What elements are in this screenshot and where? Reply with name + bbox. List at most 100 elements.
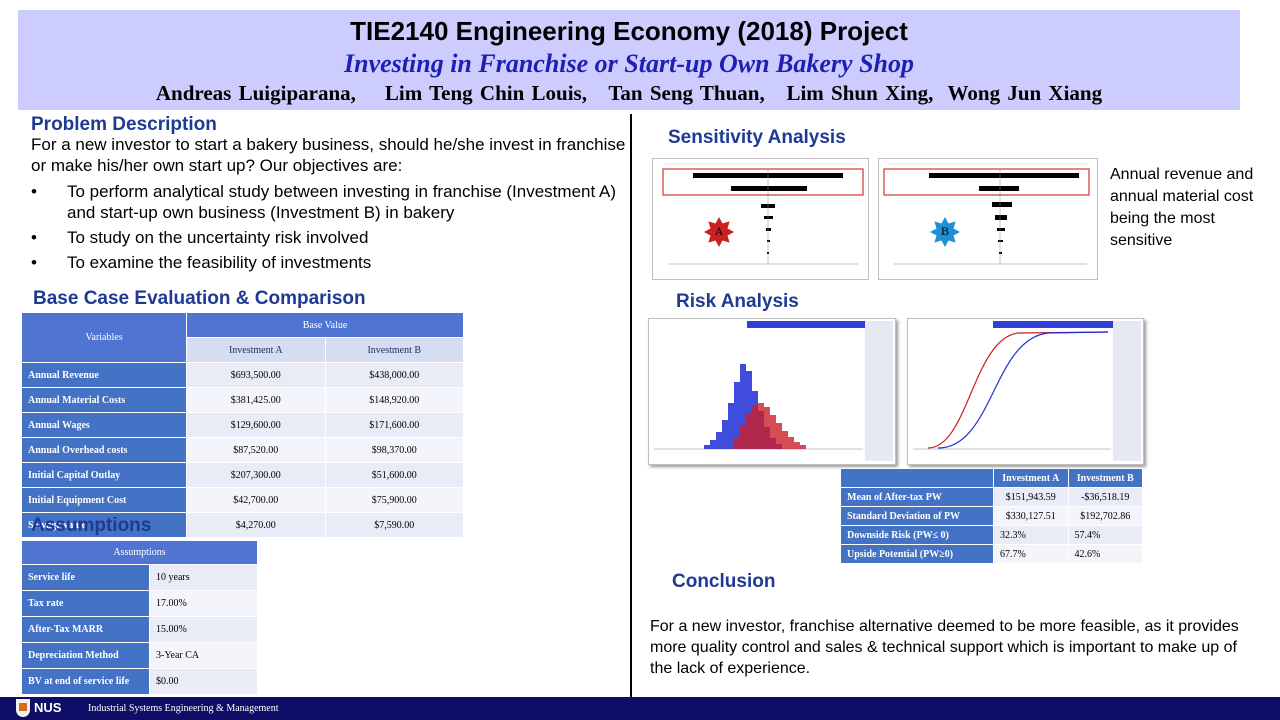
col-investment-b: Investment B: [1067, 468, 1143, 488]
col-variables: Variables: [21, 312, 187, 363]
row-label: Upside Potential (PW≥0): [840, 544, 994, 564]
poster-subtitle: Investing in Franchise or Start-up Own B…: [344, 49, 914, 78]
cell-a: $42,700.00: [186, 487, 326, 513]
cell-b: $7,590.00: [324, 512, 464, 538]
row-label: Mean of After-tax PW: [840, 487, 994, 507]
row-label: Standard Deviation of PW: [840, 506, 994, 526]
row-label: Service life: [21, 564, 150, 591]
cell-b: 57.4%: [1067, 525, 1143, 545]
table-row: After-Tax MARR 15.00%: [21, 616, 258, 643]
table-row: Initial Capital Outlay $207,300.00 $51,6…: [21, 462, 464, 488]
cell-b: -$36,518.19: [1067, 487, 1143, 507]
table-row: BV at end of service life $0.00: [21, 668, 258, 695]
row-label: After-Tax MARR: [21, 616, 150, 643]
row-value: 15.00%: [149, 616, 258, 643]
table-row: Annual Revenue $693,500.00 $438,000.00: [21, 362, 464, 388]
cell-a: $693,500.00: [186, 362, 326, 388]
col-investment-b: Investment B: [324, 337, 464, 363]
table-row: Service life 10 years: [21, 564, 258, 591]
cell-a: 32.3%: [993, 525, 1069, 545]
row-label: Annual Material Costs: [21, 387, 187, 413]
objective-item: To perform analytical study between inve…: [31, 181, 626, 223]
risk-cdf-chart: [907, 318, 1144, 465]
cell-a: $151,943.59: [993, 487, 1069, 507]
table-row: Tax rate 17.00%: [21, 590, 258, 617]
col-investment-a: Investment A: [993, 468, 1069, 488]
footer-bar: NUS Industrial Systems Engineering & Man…: [0, 697, 1280, 720]
table-row: Initial Equipment Cost $42,700.00 $75,90…: [21, 487, 464, 513]
assumptions-table-header: Assumptions: [21, 540, 258, 565]
cell-b: $51,600.00: [324, 462, 464, 488]
cell-a: $4,270.00: [186, 512, 326, 538]
objective-item: To examine the feasibility of investment…: [31, 252, 626, 273]
cell-b: $148,920.00: [324, 387, 464, 413]
row-label: Salvage value: [21, 512, 187, 538]
row-label: Tax rate: [21, 590, 150, 617]
table-row: Annual Material Costs $381,425.00 $148,9…: [21, 387, 464, 413]
badge-b-star: B: [930, 217, 960, 247]
objective-item: To study on the uncertainty risk involve…: [31, 227, 626, 248]
cell-a: 67.7%: [993, 544, 1069, 564]
row-label: Depreciation Method: [21, 642, 150, 669]
nus-logo: NUS: [34, 700, 62, 715]
poster-title: TIE2140 Engineering Economy (2018) Proje…: [350, 16, 908, 46]
col-investment-a: Investment A: [186, 337, 326, 363]
row-label: BV at end of service life: [21, 668, 150, 695]
author-list: Andreas Luigiparana, Lim Teng Chin Louis…: [155, 81, 1103, 105]
cell-a: $330,127.51: [993, 506, 1069, 526]
nus-crest-icon: [16, 699, 30, 717]
table-row: Mean of After-tax PW $151,943.59 -$36,51…: [840, 487, 1143, 507]
footer-department: Industrial Systems Engineering & Managem…: [88, 703, 279, 714]
badge-b-label: B: [940, 224, 949, 238]
col-base-value: Base Value: [186, 312, 464, 338]
conclusion-text: For a new investor, franchise alternativ…: [650, 618, 1239, 677]
tornado-chart-b: [878, 158, 1098, 280]
sensitivity-heading: Sensitivity Analysis: [668, 127, 846, 148]
blank-header: [840, 468, 994, 488]
problem-intro: For a new investor to start a bakery bus…: [31, 135, 626, 175]
row-label: Initial Capital Outlay: [21, 462, 187, 488]
assumptions-table: Assumptions Service life 10 years Tax ra…: [21, 540, 258, 695]
tornado-chart-a: [652, 158, 869, 280]
base-case-heading: Base Case Evaluation & Comparison: [33, 288, 366, 309]
risk-summary-table: Investment A Investment B Mean of After-…: [840, 468, 1143, 564]
row-label: Initial Equipment Cost: [21, 487, 187, 513]
assumptions-heading: Assumptions: [31, 515, 152, 536]
column-divider: [630, 114, 632, 697]
title-banner: TIE2140 Engineering Economy (2018) Proje…: [18, 10, 1240, 110]
row-label: Annual Wages: [21, 412, 187, 438]
table-row: Downside Risk (PW≤ 0) 32.3% 57.4%: [840, 525, 1143, 545]
cell-b: 42.6%: [1067, 544, 1143, 564]
cell-a: $381,425.00: [186, 387, 326, 413]
row-label: Annual Overhead costs: [21, 437, 187, 463]
row-value: 3-Year CA: [149, 642, 258, 669]
cell-b: $171,600.00: [324, 412, 464, 438]
cell-a: $129,600.00: [186, 412, 326, 438]
table-row: Annual Overhead costs $87,520.00 $98,370…: [21, 437, 464, 463]
table-row: Annual Wages $129,600.00 $171,600.00: [21, 412, 464, 438]
cell-a: $207,300.00: [186, 462, 326, 488]
cell-b: $75,900.00: [324, 487, 464, 513]
badge-a-star: A: [704, 217, 734, 247]
table-row: Upside Potential (PW≥0) 67.7% 42.6%: [840, 544, 1143, 564]
cell-b: $98,370.00: [324, 437, 464, 463]
conclusion-heading: Conclusion: [672, 571, 776, 592]
base-case-table: Variables Base Value Investment A Invest…: [21, 312, 464, 538]
cell-a: $87,520.00: [186, 437, 326, 463]
table-row: Depreciation Method 3-Year CA: [21, 642, 258, 669]
table-row: Standard Deviation of PW $330,127.51 $19…: [840, 506, 1143, 526]
cell-b: $192,702.86: [1067, 506, 1143, 526]
sensitivity-note: Annual revenue and annual material cost …: [1110, 166, 1254, 249]
risk-heading: Risk Analysis: [676, 291, 799, 312]
row-label: Downside Risk (PW≤ 0): [840, 525, 994, 545]
row-value: $0.00: [149, 668, 258, 695]
cell-b: $438,000.00: [324, 362, 464, 388]
row-value: 10 years: [149, 564, 258, 591]
row-label: Annual Revenue: [21, 362, 187, 388]
problem-heading: Problem Description: [31, 114, 217, 135]
table-row: Salvage value $4,270.00 $7,590.00: [21, 512, 464, 538]
risk-histogram-chart: [648, 318, 896, 465]
badge-a-label: A: [714, 224, 724, 238]
objective-list: To perform analytical study between inve…: [31, 181, 626, 277]
row-value: 17.00%: [149, 590, 258, 617]
